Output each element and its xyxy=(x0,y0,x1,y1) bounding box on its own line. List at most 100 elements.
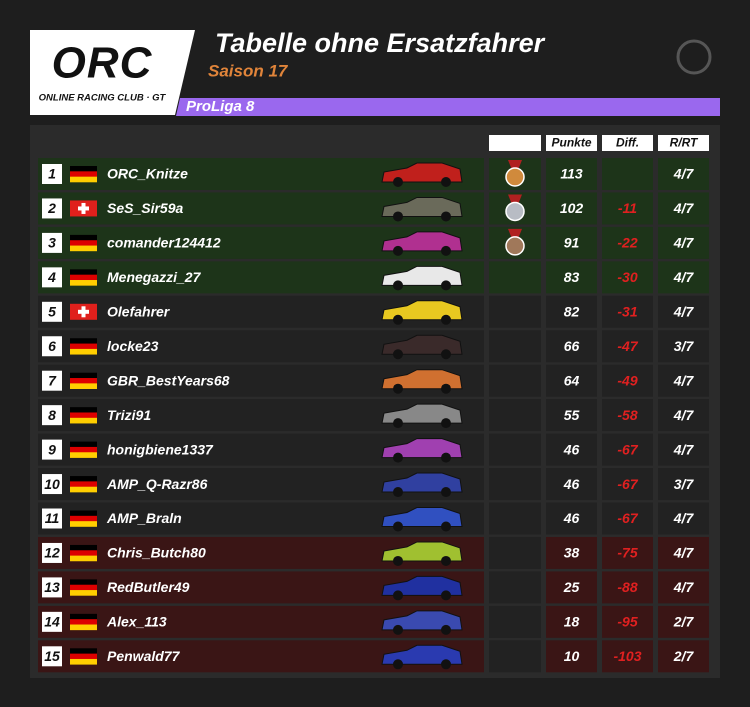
car xyxy=(381,334,463,355)
wheel xyxy=(441,659,451,670)
table-row: 6 locke23 66 -47 3/7 xyxy=(38,330,709,363)
car xyxy=(381,231,463,252)
wheel xyxy=(441,624,451,635)
row-cell xyxy=(658,536,709,569)
races: 4/7 xyxy=(673,510,695,526)
row-cell xyxy=(546,364,597,397)
flag-stripe xyxy=(70,240,97,246)
row-cell xyxy=(658,468,709,501)
logo-box xyxy=(30,30,195,115)
flag-stripe xyxy=(70,417,97,424)
row-cell xyxy=(658,433,709,466)
wheel xyxy=(441,590,451,601)
table-row: 5 Olefahrer 82 -31 4/7 xyxy=(38,295,709,328)
wheel xyxy=(393,211,403,222)
position-box xyxy=(42,232,62,253)
races: 4/7 xyxy=(673,579,695,595)
wheel xyxy=(393,349,403,360)
driver-name: AMP_Braln xyxy=(106,510,182,526)
wheel xyxy=(393,487,403,498)
header-cell xyxy=(546,135,597,151)
row-cell xyxy=(602,502,653,535)
row-cell xyxy=(546,192,597,225)
column-header: R/RT xyxy=(670,136,699,150)
car xyxy=(381,507,463,527)
column-header: Diff. xyxy=(616,136,639,150)
row-cell xyxy=(602,605,653,638)
position: 11 xyxy=(45,510,60,526)
points: 64 xyxy=(564,372,580,388)
row-cell xyxy=(546,605,597,638)
position: 4 xyxy=(47,269,56,285)
car xyxy=(381,162,463,183)
row-cell xyxy=(546,226,597,259)
car xyxy=(381,300,463,321)
row-medal-cell xyxy=(489,468,541,501)
points: 38 xyxy=(564,545,580,561)
races: 4/7 xyxy=(673,269,695,285)
driver-name: SeS_Sir59a xyxy=(107,200,183,216)
row-cell xyxy=(546,330,597,363)
row-cell xyxy=(602,226,653,259)
diff: -67 xyxy=(617,441,638,457)
position: 15 xyxy=(44,648,60,664)
flag-stripe xyxy=(70,441,97,448)
table-row: 11 AMP_Braln 46 -67 4/7 xyxy=(38,502,709,535)
points: 91 xyxy=(564,235,580,251)
column-header: Punkte xyxy=(551,136,591,150)
points: 46 xyxy=(563,510,580,526)
flag-stripe xyxy=(70,590,97,596)
points: 55 xyxy=(564,407,580,423)
points: 66 xyxy=(564,338,580,354)
races: 3/7 xyxy=(674,338,695,354)
points: 18 xyxy=(564,614,580,630)
row-medal-cell xyxy=(489,502,541,535)
wheel xyxy=(441,177,451,187)
position-box xyxy=(42,439,62,460)
row-cell xyxy=(602,536,653,569)
races: 4/7 xyxy=(673,407,695,423)
position-box xyxy=(42,301,62,322)
flag-stripe xyxy=(70,544,97,551)
row-cell xyxy=(602,158,653,190)
position-box xyxy=(42,542,62,563)
flag-stripe xyxy=(70,412,97,419)
position: 12 xyxy=(44,545,60,561)
flag-stripe xyxy=(70,521,97,527)
wheel xyxy=(441,349,451,360)
season: Saison 17 xyxy=(208,61,289,80)
races: 3/7 xyxy=(674,476,695,492)
row-cell xyxy=(602,192,653,225)
medal xyxy=(505,201,525,222)
flag-stripe xyxy=(70,245,97,252)
flag-stripe xyxy=(70,234,97,241)
wheel xyxy=(393,418,403,429)
row-medal-cell xyxy=(489,399,541,432)
row-cell xyxy=(602,364,653,397)
row-cell xyxy=(546,536,597,569)
driver-name: Olefahrer xyxy=(107,304,171,320)
car xyxy=(381,196,463,217)
position-box xyxy=(42,370,62,391)
row-cell xyxy=(546,571,597,604)
position-box xyxy=(42,267,62,288)
gt-logo xyxy=(676,39,712,75)
flag-stripe xyxy=(70,338,97,344)
diff: -67 xyxy=(617,476,638,492)
position: 3 xyxy=(48,235,56,251)
position: 6 xyxy=(48,338,56,354)
medal-ribbon xyxy=(508,160,522,170)
flag-stripe xyxy=(70,348,97,355)
wheel xyxy=(441,383,451,394)
points: 82 xyxy=(564,304,580,320)
flag-stripe xyxy=(70,383,97,389)
diff: -30 xyxy=(617,269,637,285)
row-medal-cell xyxy=(489,364,541,397)
flag-stripe xyxy=(70,446,97,453)
car xyxy=(381,265,463,286)
row-cell xyxy=(602,330,653,363)
medal xyxy=(505,167,525,187)
row-medal-cell xyxy=(489,295,541,328)
flag-stripe xyxy=(70,486,97,493)
row-cell xyxy=(658,192,709,225)
